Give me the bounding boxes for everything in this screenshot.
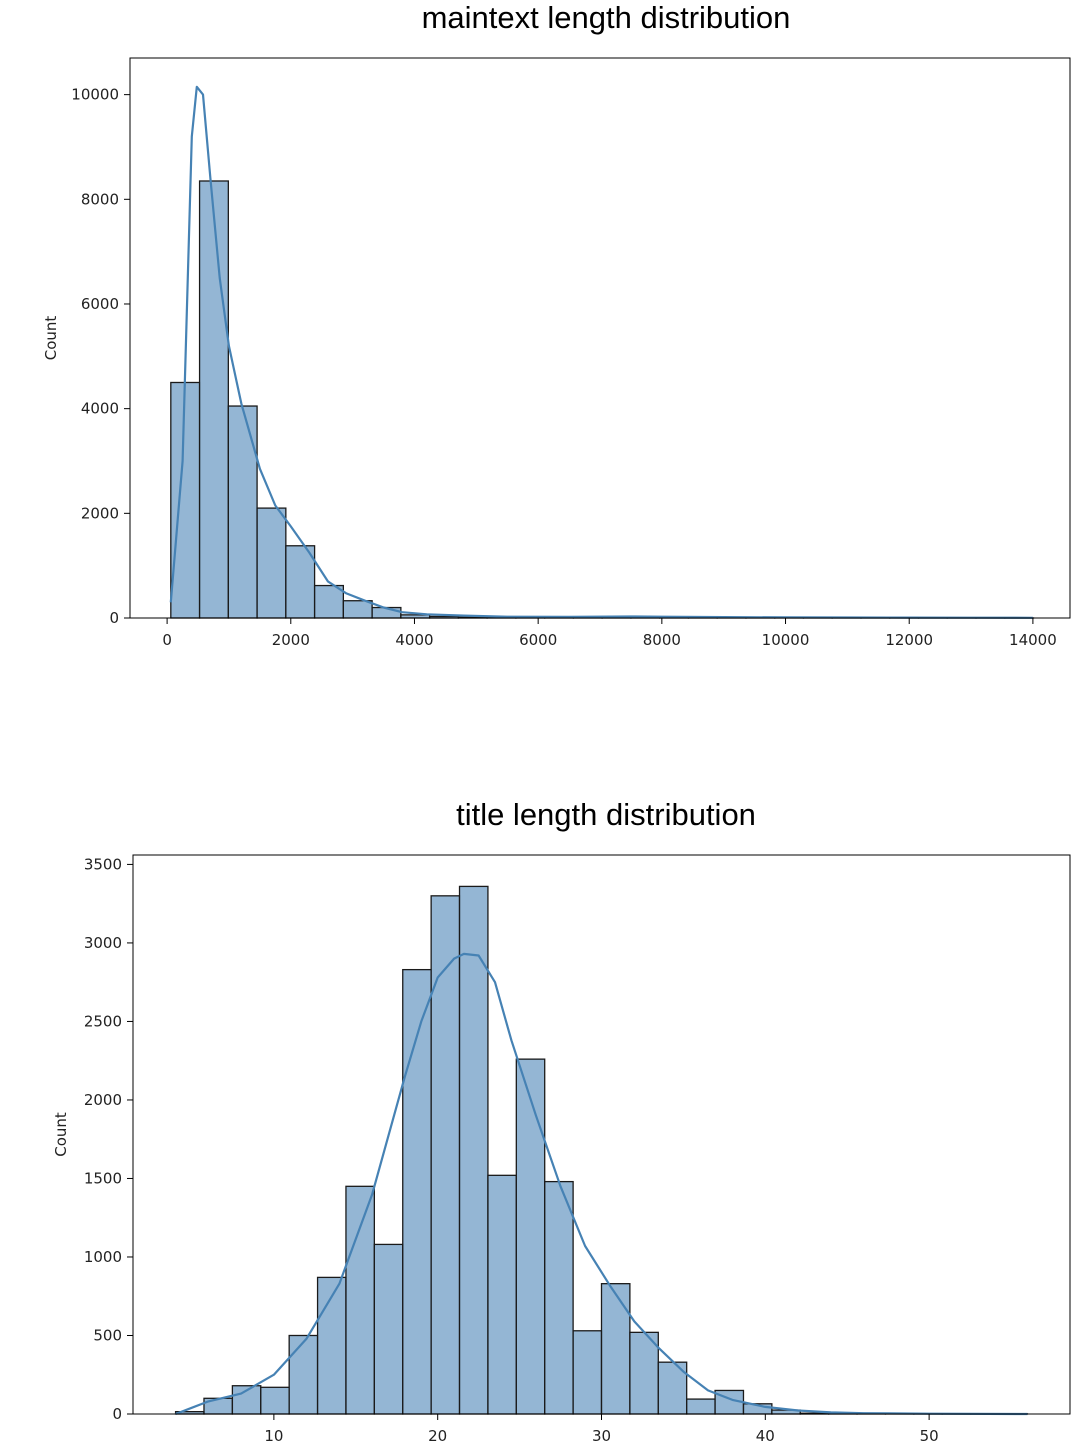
- histogram-bar: [402, 968, 432, 1415]
- x-tick-label: 4000: [395, 631, 433, 649]
- y-tick-label: 1500: [84, 1169, 122, 1187]
- x-tick-label: 20: [428, 1427, 447, 1445]
- x-tick-label: 8000: [643, 631, 681, 649]
- x-tick-label: 14000: [1009, 631, 1057, 649]
- y-tick-label: 3000: [84, 934, 122, 952]
- x-tick-label: 12000: [885, 631, 933, 649]
- histogram-bar: [373, 1243, 404, 1415]
- histogram-bar: [285, 545, 316, 619]
- histogram-bar: [629, 1331, 659, 1415]
- y-axis-label: Count: [42, 316, 60, 361]
- histogram-bar: [345, 1185, 375, 1415]
- y-tick-label: 6000: [81, 295, 119, 313]
- plot-area: 0 2000 4000 6000 8000 10000 12000 14000 0 2000 400…: [71, 57, 1071, 649]
- y-tick-label: 2000: [81, 504, 119, 522]
- y-tick-label: 3500: [84, 855, 122, 873]
- y-axis-label: Count: [52, 1112, 70, 1157]
- y-tick-label: 500: [93, 1326, 122, 1344]
- histogram-bar: [572, 1330, 603, 1415]
- y-tick-label: 0: [112, 1405, 122, 1423]
- histogram-bar: [313, 584, 345, 619]
- histogram-maintext-length: 0 2000 4000 6000 8000 10000 12000 14000 0 2000 400…: [42, 57, 1071, 649]
- histogram-bar: [600, 1283, 631, 1415]
- histogram-bar: [260, 1386, 290, 1415]
- x-tick-label: 10: [264, 1427, 283, 1445]
- y-tick-label: 2500: [84, 1012, 122, 1030]
- x-tick-label: 40: [756, 1427, 775, 1445]
- chart-title-title-length: title length distribution: [456, 797, 756, 832]
- x-tick-label: 6000: [519, 631, 557, 649]
- y-tick-label: 8000: [81, 190, 119, 208]
- histogram-bar: [288, 1334, 319, 1415]
- histogram-bar: [430, 895, 461, 1415]
- y-tick-label: 1000: [84, 1248, 122, 1266]
- histogram-bar: [487, 1174, 517, 1415]
- histogram-bar: [316, 1276, 347, 1415]
- y-tick-label: 2000: [84, 1091, 122, 1109]
- histogram-bar: [515, 1058, 546, 1415]
- kde-line: [175, 952, 1028, 1416]
- histogram-bar: [198, 180, 229, 619]
- x-tick-label: 2000: [272, 631, 310, 649]
- x-tick-label: 50: [920, 1427, 939, 1445]
- y-tick-label: 0: [109, 609, 119, 627]
- x-tick-label: 0: [162, 631, 172, 649]
- kde-line: [169, 85, 1033, 619]
- y-tick-label: 10000: [71, 86, 119, 104]
- x-tick-label: 10000: [762, 631, 810, 649]
- chart-title-maintext: maintext length distribution: [421, 0, 791, 35]
- histogram-bar: [544, 1180, 574, 1415]
- axes-frame: [129, 57, 1071, 619]
- y-tick-label: 4000: [81, 400, 119, 418]
- x-tick-label: 30: [592, 1427, 611, 1445]
- histogram-bar: [686, 1398, 716, 1415]
